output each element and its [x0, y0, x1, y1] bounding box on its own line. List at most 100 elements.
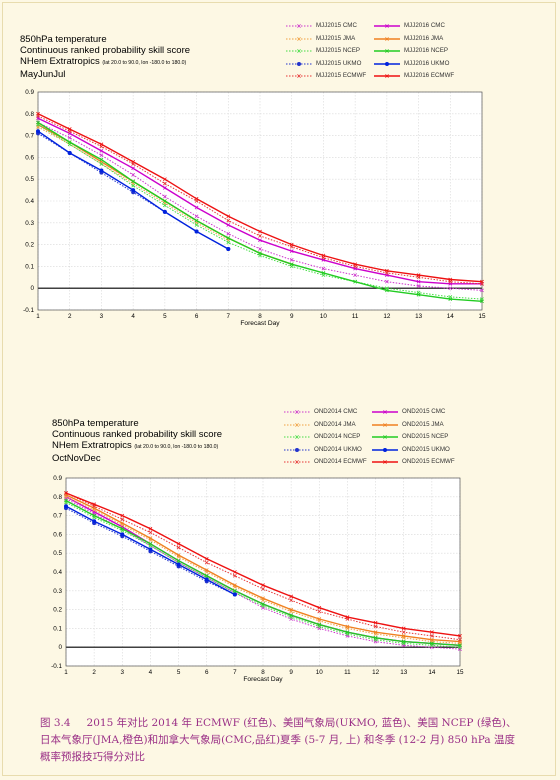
- plot-frame: [65, 477, 461, 667]
- x-tick-label: 9: [289, 669, 293, 676]
- data-point: [261, 596, 265, 601]
- data-point: [99, 162, 104, 166]
- y-tick-label: -0.1: [23, 307, 34, 314]
- data-point: [92, 513, 97, 518]
- data-point: [289, 598, 294, 603]
- chart-title-line-1: 850hPa temperature: [52, 418, 139, 429]
- data-point: [99, 148, 104, 153]
- legend-swatch: [284, 460, 310, 465]
- legend-item: OND2015 JMA: [372, 421, 472, 434]
- chart-panel-top: 850hPa temperature Continuous ranked pro…: [0, 0, 560, 340]
- data-point: [194, 218, 199, 223]
- legend-label: OND2015 ECMWF: [402, 458, 455, 466]
- legend-swatch: [284, 435, 310, 440]
- data-point: [120, 526, 125, 531]
- data-point: [416, 273, 421, 278]
- data-point: [64, 504, 68, 509]
- data-point: [120, 532, 125, 537]
- data-point: [401, 630, 406, 635]
- data-point: [321, 253, 326, 258]
- data-point: [317, 609, 322, 614]
- data-point: [261, 583, 265, 588]
- data-point: [373, 630, 378, 635]
- y-tick-label: 0.8: [53, 494, 62, 501]
- chart-legend-bottom: OND2014 CMC OND2014 JMA OND2014 NCEP OND201…: [284, 408, 484, 472]
- data-point: [321, 266, 326, 271]
- data-point: [176, 545, 181, 550]
- legend-column: MJJ2015 CMC MJJ2015 JMA MJJ2015 NCEP MJJ201…: [286, 22, 386, 85]
- x-tick-label: 4: [131, 313, 135, 320]
- y-tick-label: 0.7: [25, 133, 34, 140]
- legend-item: MJJ2015 JMA: [286, 35, 386, 48]
- legend-label: OND2014 ECMWF: [314, 458, 367, 466]
- data-point: [194, 229, 199, 234]
- y-tick-label: 0.2: [25, 242, 34, 249]
- y-tick-label: 0.4: [25, 198, 34, 205]
- legend-item: OND2014 CMC: [284, 408, 384, 421]
- x-tick-label: 15: [478, 313, 486, 320]
- legend-swatch: [374, 74, 400, 79]
- data-point: [429, 641, 434, 646]
- x-tick-label: 3: [100, 313, 104, 320]
- y-tick-label: 0.1: [25, 263, 34, 270]
- data-point: [131, 179, 136, 184]
- data-point: [162, 209, 167, 214]
- legend-label: OND2015 NCEP: [402, 433, 449, 441]
- data-point: [480, 299, 484, 304]
- chart-svg-bottom: -0.100.10.20.30.40.50.60.70.80.91 2 3 4 5 6 7 8…: [51, 475, 464, 683]
- y-tick-label: 0.7: [53, 513, 62, 520]
- y-tick-label: 0.9: [53, 475, 62, 482]
- data-point: [448, 297, 453, 301]
- data-point: [373, 635, 378, 640]
- x-tick-label: 6: [195, 313, 199, 320]
- chart-title-line-2: Continuous ranked probability skill scor…: [52, 429, 223, 440]
- legend-label: OND2014 UKMO: [314, 445, 362, 453]
- data-point: [258, 233, 262, 238]
- legend-swatch: [372, 422, 398, 427]
- legend-swatch: [284, 422, 310, 427]
- x-tick-label: 5: [177, 669, 181, 676]
- data-point: [204, 577, 209, 582]
- data-point: [226, 214, 231, 219]
- legend-label: MJJ2016 ECMWF: [404, 72, 455, 80]
- data-point: [36, 111, 40, 116]
- x-axis-title: Forecast Day: [240, 320, 280, 327]
- data-point: [99, 157, 104, 162]
- data-point: [194, 214, 199, 219]
- chart-title-line-3: NHem Extratropics (lat 20.0 to 90.0, lon…: [52, 440, 219, 451]
- data-point: [258, 229, 262, 234]
- data-point: [226, 231, 231, 236]
- x-tick-label: 14: [447, 313, 455, 320]
- data-point: [345, 615, 350, 620]
- x-tick-label: 4: [149, 669, 153, 676]
- x-tick-label: 6: [205, 669, 209, 676]
- legend-item: MJJ2016 NCEP: [374, 47, 474, 60]
- data-point: [67, 140, 72, 145]
- legend-label: OND2014 NCEP: [314, 433, 361, 441]
- legend-column: OND2014 CMC OND2014 JMA OND2014 NCEP OND201…: [284, 408, 384, 471]
- legend-item: MJJ2016 JMA: [374, 35, 474, 48]
- data-point: [232, 592, 237, 597]
- data-point: [458, 634, 462, 638]
- data-point: [36, 120, 40, 125]
- data-point: [232, 588, 237, 593]
- x-tick-label: 9: [290, 313, 294, 320]
- plot-frame: [37, 91, 483, 311]
- data-point: [353, 262, 358, 267]
- legend-swatch: [372, 460, 398, 465]
- data-point: [429, 637, 434, 642]
- legend-swatch: [286, 74, 312, 79]
- legend-label: OND2014 JMA: [314, 420, 356, 428]
- y-tick-label: 0: [30, 285, 34, 292]
- legend-label: MJJ2016 UKMO: [404, 59, 450, 67]
- data-point: [99, 168, 104, 173]
- legend-column: MJJ2016 CMC MJJ2016 JMA MJJ2016 NCEP MJJ201…: [374, 22, 474, 85]
- chart-title-line-2: Continuous ranked probability skill scor…: [20, 45, 191, 56]
- y-tick-label: 0: [58, 644, 62, 651]
- data-point: [317, 617, 322, 621]
- data-point: [162, 177, 167, 182]
- legend-item: OND2015 CMC: [372, 408, 472, 421]
- x-tick-label: 15: [456, 669, 464, 676]
- legend-label: MJJ2015 JMA: [316, 34, 356, 42]
